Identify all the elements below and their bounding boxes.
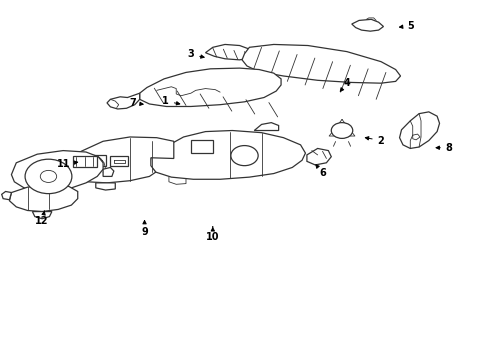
Text: 3: 3: [187, 49, 203, 59]
Circle shape: [330, 123, 352, 138]
Polygon shape: [399, 112, 439, 148]
Polygon shape: [205, 44, 254, 60]
Polygon shape: [9, 184, 78, 212]
Polygon shape: [242, 44, 400, 83]
Polygon shape: [86, 155, 105, 166]
Polygon shape: [1, 192, 11, 200]
Text: 1: 1: [162, 96, 180, 106]
Circle shape: [40, 170, 57, 183]
Polygon shape: [103, 167, 114, 176]
Text: 7: 7: [129, 98, 143, 108]
Polygon shape: [107, 93, 140, 109]
Polygon shape: [254, 123, 278, 131]
Polygon shape: [11, 150, 103, 191]
Polygon shape: [351, 19, 383, 31]
Polygon shape: [96, 183, 115, 190]
Polygon shape: [149, 131, 305, 179]
Polygon shape: [32, 212, 52, 219]
Text: 9: 9: [141, 221, 147, 237]
Text: 8: 8: [435, 143, 452, 153]
Polygon shape: [190, 140, 212, 153]
Text: 2: 2: [365, 136, 384, 145]
Polygon shape: [306, 148, 330, 165]
Text: 10: 10: [205, 227, 219, 242]
Circle shape: [230, 145, 258, 166]
Text: 11: 11: [57, 159, 78, 169]
Text: 6: 6: [315, 165, 325, 178]
Circle shape: [25, 159, 72, 194]
Text: 5: 5: [399, 21, 413, 31]
Text: 12: 12: [35, 211, 49, 226]
Text: 4: 4: [340, 78, 349, 91]
Polygon shape: [70, 137, 173, 183]
Polygon shape: [110, 156, 128, 166]
Polygon shape: [140, 68, 281, 107]
Polygon shape: [73, 156, 97, 167]
